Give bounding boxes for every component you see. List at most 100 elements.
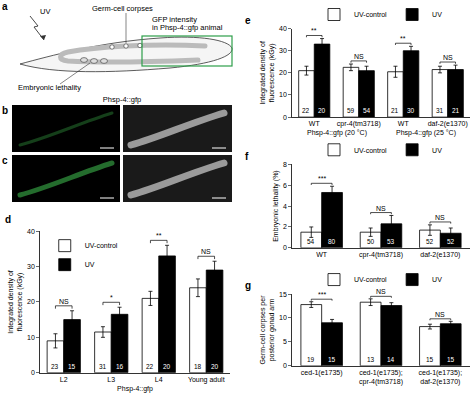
svg-text:5: 5 [283,338,287,345]
svg-text:16: 16 [116,363,124,370]
svg-text:WT: WT [309,120,321,127]
svg-text:cpr-4(tm3718): cpr-4(tm3718) [337,120,381,128]
svg-text:15: 15 [279,291,287,298]
svg-text:d: d [5,214,11,225]
svg-text:ced-1(e1735);daf-2(e1370): ced-1(e1735);daf-2(e1370) [419,369,463,386]
svg-text:UV: UV [85,261,95,268]
svg-text:15: 15 [328,356,336,363]
svg-text:31: 31 [436,107,444,114]
svg-text:Germ-cell corpses: Germ-cell corpses [92,4,153,13]
svg-text:UV: UV [40,7,50,16]
svg-text:4: 4 [283,203,287,210]
svg-text:Phsp-4::gfp: Phsp-4::gfp [103,95,141,104]
svg-text:21: 21 [452,107,460,114]
svg-text:15: 15 [447,356,455,363]
svg-text:c: c [2,155,8,166]
svg-text:Young adult: Young adult [188,376,225,384]
svg-text:Embryonic lethality (%): Embryonic lethality (%) [272,170,280,242]
svg-text:15: 15 [426,356,434,363]
svg-text:8: 8 [283,161,287,168]
svg-text:40: 40 [279,25,287,32]
svg-text:WT: WT [316,251,328,258]
svg-text:52: 52 [426,238,434,245]
svg-text:6: 6 [283,182,287,189]
svg-text:20: 20 [211,363,219,370]
svg-text:20: 20 [27,298,35,305]
svg-text:2: 2 [283,223,287,230]
svg-text:52: 52 [447,238,455,245]
svg-text:L2: L2 [60,376,68,383]
svg-text:0: 0 [283,362,287,369]
svg-text:Integrated density offluoresce: Integrated density offluorescence (kGy) [259,41,276,104]
svg-text:***: *** [318,291,326,298]
svg-text:daf-2(e1370): daf-2(e1370) [428,120,468,128]
svg-text:L3: L3 [107,376,115,383]
svg-text:20: 20 [318,107,326,114]
svg-text:g: g [245,280,251,291]
svg-text:GFP intensity: GFP intensity [152,15,197,24]
svg-text:Phsp-4::gfp (25 °C): Phsp-4::gfp (25 °C) [396,129,456,137]
svg-text:53: 53 [387,238,395,245]
svg-text:19: 19 [307,356,315,363]
svg-text:Phsp-4::gfp (20 °C): Phsp-4::gfp (20 °C) [307,129,367,137]
svg-text:UV-control: UV-control [354,11,387,18]
svg-text:WT: WT [398,120,410,127]
svg-text:UV: UV [432,276,442,283]
svg-text:Integrated density offluoresce: Integrated density offluorescence (kGy) [7,270,24,333]
svg-text:f: f [245,151,249,162]
svg-text:b: b [2,105,8,116]
svg-text:18: 18 [194,363,202,370]
svg-text:31: 31 [99,363,107,370]
svg-text:NS: NS [354,53,364,60]
svg-text:ced-1(e1735): ced-1(e1735) [301,369,343,377]
svg-text:NS: NS [376,205,386,212]
svg-text:daf-2(e1370): daf-2(e1370) [420,251,460,259]
svg-text:14: 14 [387,356,395,363]
svg-text:0: 0 [283,114,287,121]
svg-text:22: 22 [302,107,310,114]
svg-text:10: 10 [27,334,35,341]
svg-text:30: 30 [279,47,287,54]
svg-text:Embryonic lethality: Embryonic lethality [18,83,81,92]
svg-text:54: 54 [363,107,371,114]
svg-text:ced-1(e1735);cpr-4(tm3718): ced-1(e1735);cpr-4(tm3718) [359,369,403,386]
svg-text:NS: NS [376,288,386,295]
svg-text:23: 23 [51,363,59,370]
svg-text:**: ** [400,35,406,42]
svg-text:UV-control: UV-control [354,147,387,154]
svg-text:20: 20 [163,363,171,370]
svg-text:UV: UV [432,11,442,18]
svg-text:in Phsp-4::gfp animal: in Phsp-4::gfp animal [152,23,223,32]
svg-text:13: 13 [367,356,375,363]
svg-text:***: *** [318,175,326,182]
svg-text:40: 40 [27,228,35,235]
svg-text:15: 15 [68,363,76,370]
svg-text:UV-control: UV-control [85,242,118,249]
svg-text:a: a [2,1,8,12]
svg-text:NS: NS [59,298,69,305]
svg-text:UV-control: UV-control [354,276,387,283]
svg-text:0: 0 [31,369,35,376]
svg-text:10: 10 [279,91,287,98]
svg-text:NS: NS [201,248,211,255]
svg-text:NS: NS [443,54,453,61]
svg-text:**: ** [156,232,162,239]
svg-text:*: * [110,294,113,301]
svg-text:30: 30 [27,263,35,270]
svg-text:e: e [245,15,251,26]
svg-text:80: 80 [328,238,336,245]
svg-text:10: 10 [279,314,287,321]
svg-text:cpr-4(tm3718): cpr-4(tm3718) [359,251,403,259]
svg-text:UV: UV [432,147,442,154]
svg-text:Phsp-4::gfp: Phsp-4::gfp [117,385,153,393]
svg-text:30: 30 [407,107,415,114]
svg-text:59: 59 [347,107,355,114]
svg-text:20: 20 [279,69,287,76]
svg-text:NS: NS [435,214,445,221]
svg-text:NS: NS [435,311,445,318]
svg-text:L4: L4 [155,376,163,383]
svg-text:Germ-cell corpses perposterior: Germ-cell corpses perposterior gonad arm [259,295,276,365]
svg-text:50: 50 [367,238,375,245]
svg-text:**: ** [311,27,317,34]
svg-text:0: 0 [283,244,287,251]
